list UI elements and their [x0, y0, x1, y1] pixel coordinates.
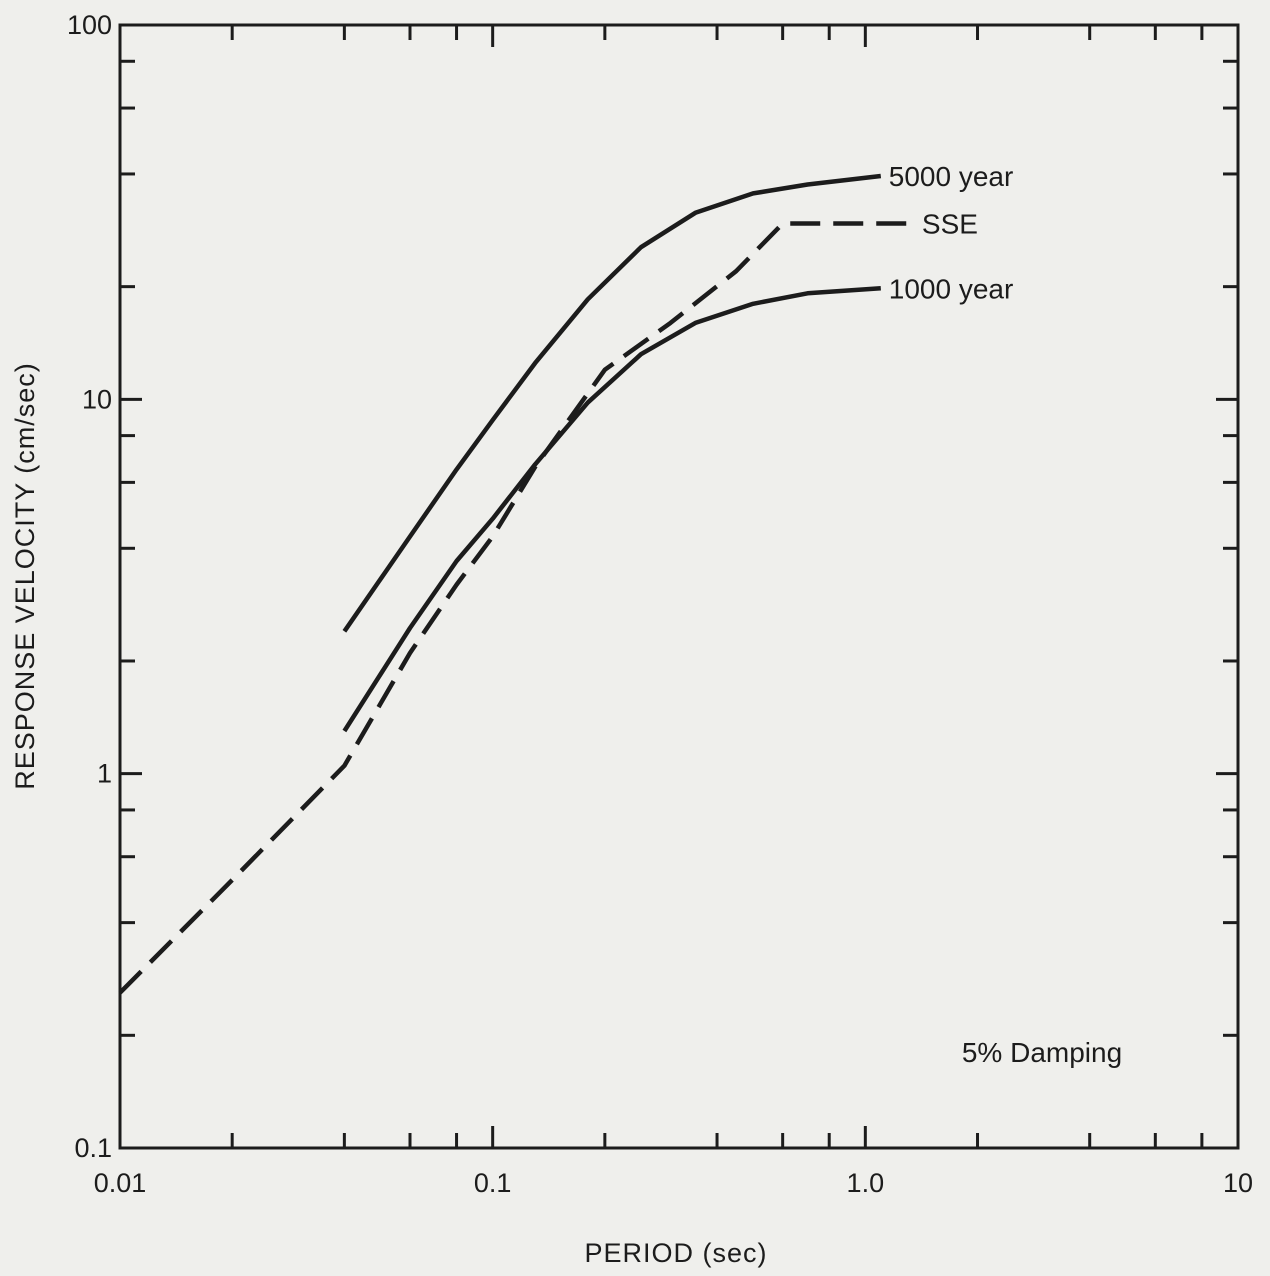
damping-annotation: 5% Damping — [962, 1037, 1122, 1068]
plot-frame — [118, 23, 1240, 1150]
series-label-sse: SSE — [922, 208, 978, 239]
series-line-sse — [118, 221, 914, 995]
y-tick-label: 1 — [97, 759, 112, 789]
y-tick-labels: 0.1 1 10 100 — [67, 10, 112, 1163]
x-tick-label: 0.1 — [474, 1168, 512, 1198]
series-label-5000-year: 5000 year — [889, 161, 1014, 192]
series-label-1000-year: 1000 year — [889, 273, 1014, 304]
x-axis-title: PERIOD (sec) — [584, 1238, 767, 1268]
y-tick-label: 10 — [82, 384, 112, 414]
series-line-5000-year — [342, 173, 882, 633]
x-tick-labels: 0.01 0.1 1.0 10 — [94, 1168, 1253, 1198]
x-tick-label: 0.01 — [94, 1168, 147, 1198]
y-tick-label: 100 — [67, 10, 112, 40]
y-axis-title: RESPONSE VELOCITY (cm/sec) — [10, 362, 40, 790]
series-labels: 5000 year SSE 1000 year — [889, 161, 1014, 304]
x-tick-label: 10 — [1223, 1168, 1253, 1198]
axis-ticks — [120, 25, 1238, 1148]
x-tick-label: 1.0 — [847, 1168, 885, 1198]
plot-border — [118, 23, 1240, 1150]
y-tick-label: 0.1 — [74, 1133, 112, 1163]
series-line-1000-year — [342, 286, 881, 733]
series-layer — [118, 173, 914, 995]
